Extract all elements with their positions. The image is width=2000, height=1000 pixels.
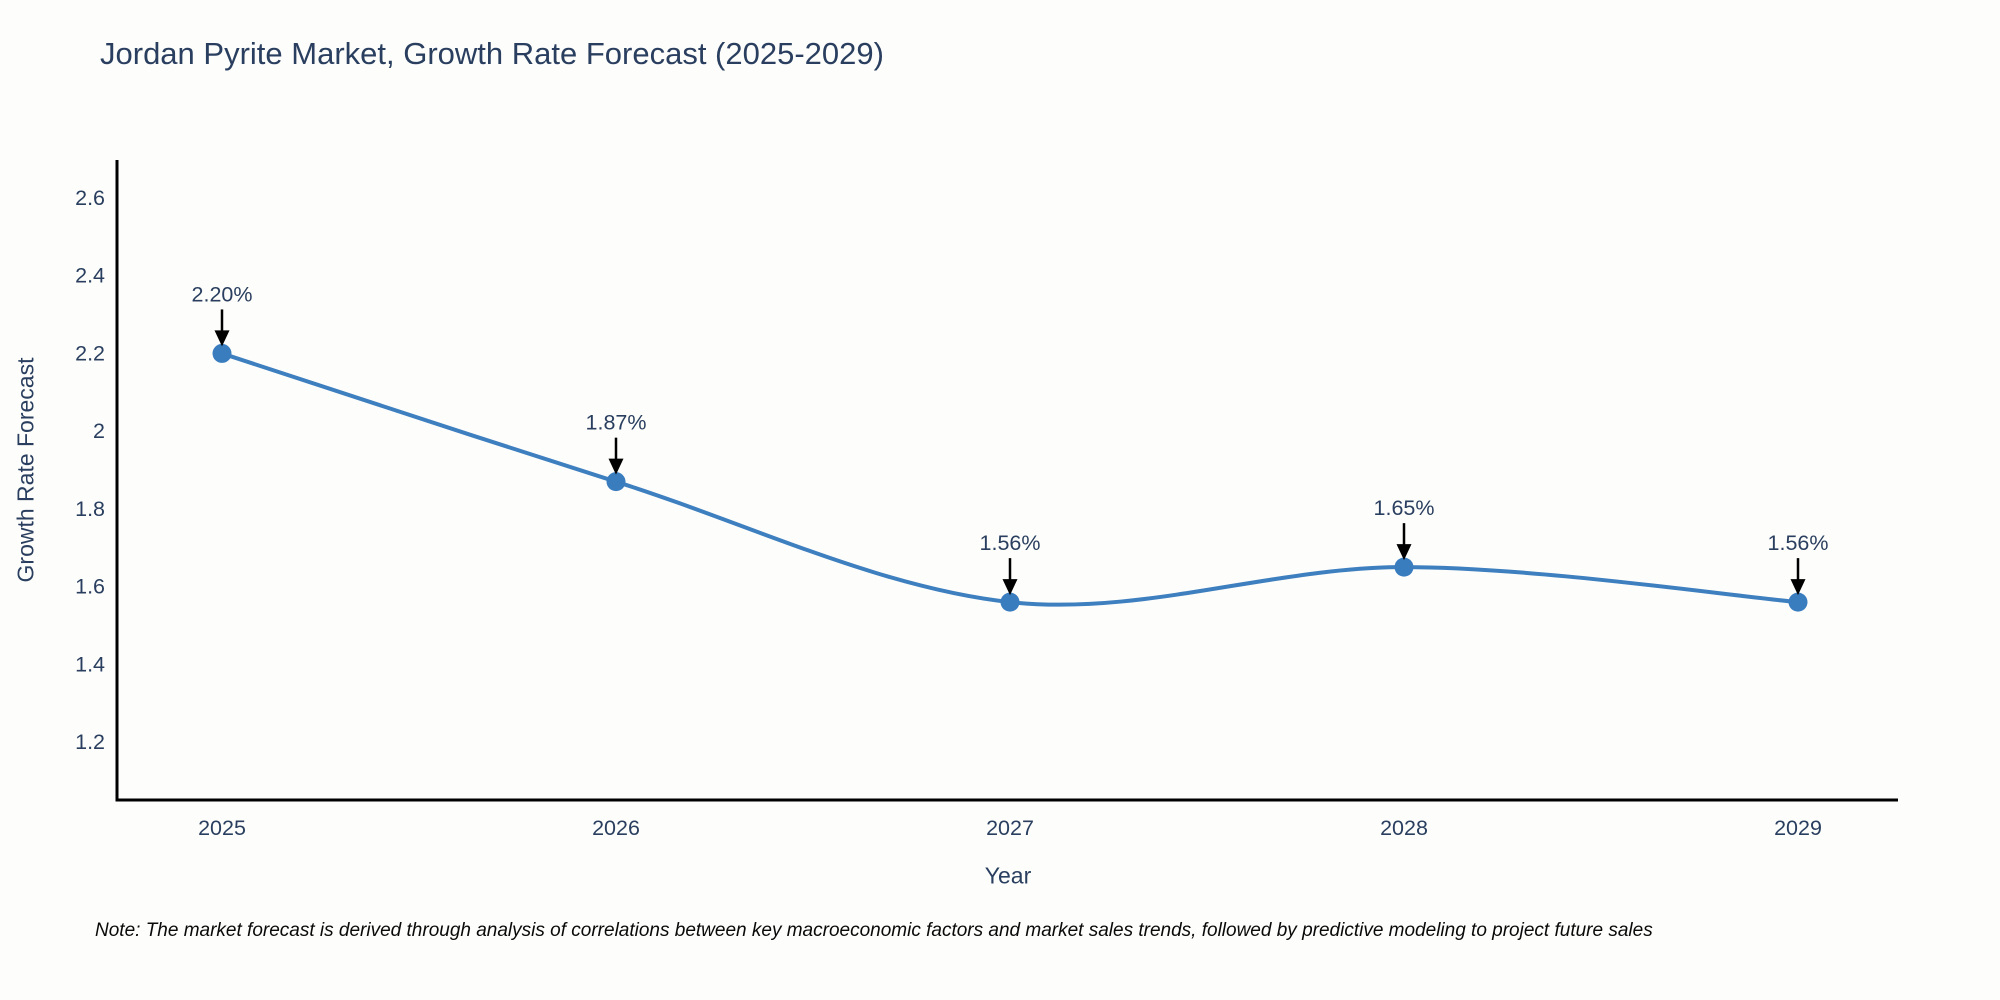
y-tick-label: 1.4 xyxy=(75,652,105,676)
x-tick-label: 2026 xyxy=(592,816,640,840)
footnote: Note: The market forecast is derived thr… xyxy=(95,920,1653,941)
y-tick-label: 1.2 xyxy=(75,730,105,754)
x-tick-label: 2025 xyxy=(198,816,246,840)
annotation-arrowhead xyxy=(608,458,624,475)
y-tick-label: 1.8 xyxy=(75,497,105,521)
data-point-label: 1.65% xyxy=(1374,496,1435,520)
data-point-label: 1.87% xyxy=(586,411,647,435)
y-axis-title: Growth Rate Forecast xyxy=(12,357,39,583)
data-point-marker xyxy=(1394,557,1414,577)
data-point-marker xyxy=(1000,592,1020,612)
y-tick-label: 2.6 xyxy=(75,186,105,210)
x-axis-title: Year xyxy=(984,862,1032,889)
annotation-arrowhead xyxy=(1396,544,1412,561)
x-tick-label: 2029 xyxy=(1774,816,1822,840)
data-point-label: 1.56% xyxy=(1768,531,1829,555)
data-point-label: 1.56% xyxy=(980,531,1041,555)
data-point-marker xyxy=(606,472,626,492)
x-tick-label: 2027 xyxy=(986,816,1034,840)
y-tick-label: 2.4 xyxy=(75,264,105,288)
y-tick-label: 1.6 xyxy=(75,575,105,599)
chart-title: Jordan Pyrite Market, Growth Rate Foreca… xyxy=(100,36,884,71)
data-point-marker xyxy=(212,343,232,363)
annotation-arrowhead xyxy=(214,330,230,347)
x-tick-label: 2028 xyxy=(1380,816,1428,840)
y-tick-label: 2.2 xyxy=(75,341,105,365)
data-point-marker xyxy=(1788,592,1808,612)
annotation-arrowhead xyxy=(1002,579,1018,596)
y-tick-label: 2 xyxy=(93,419,105,443)
annotation-arrowhead xyxy=(1790,579,1806,596)
data-point-label: 2.20% xyxy=(192,282,253,306)
